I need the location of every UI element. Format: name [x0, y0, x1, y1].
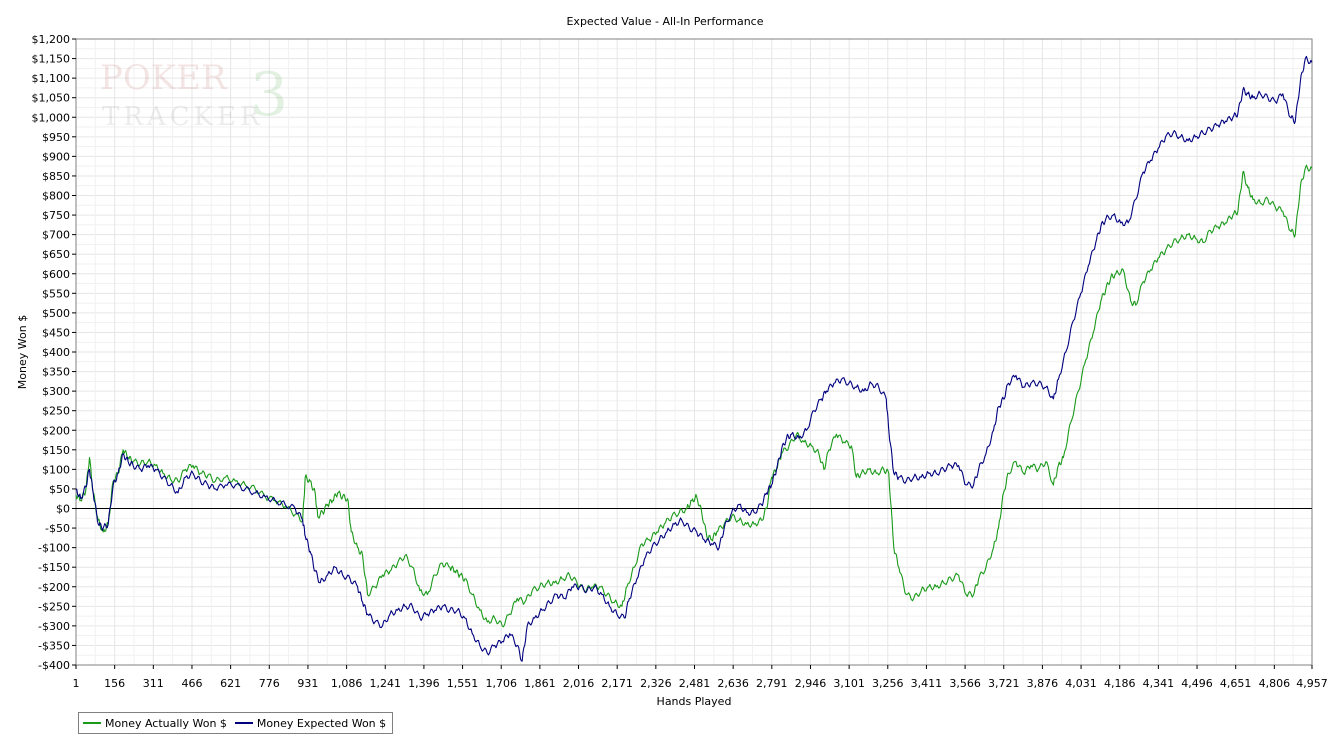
x-tick-label: 2,481	[679, 677, 711, 690]
y-tick-label: -$400	[38, 659, 70, 672]
y-tick-label: -$250	[38, 600, 70, 613]
y-tick-label: $1,150	[32, 53, 71, 66]
y-tick-label: $1,000	[32, 111, 71, 124]
x-tick-label: 4,031	[1065, 677, 1097, 690]
x-tick-label: 4,806	[1259, 677, 1291, 690]
y-tick-label: $600	[42, 268, 70, 281]
legend-item-expected: Money Expected Won $	[234, 716, 387, 730]
y-tick-label: $1,200	[32, 33, 71, 46]
x-tick-label: 4,651	[1220, 677, 1252, 690]
x-tick-label: 1	[73, 677, 80, 690]
y-tick-label: $550	[42, 287, 70, 300]
logo-mark: 3	[250, 60, 288, 130]
x-tick-label: 1,396	[408, 677, 440, 690]
x-tick-label: 1,861	[524, 677, 556, 690]
y-tick-label: $200	[42, 424, 70, 437]
x-tick-label: 2,636	[717, 677, 749, 690]
x-tick-label: 3,876	[1027, 677, 1059, 690]
series-line-actual	[75, 164, 1313, 628]
chart-title: Expected Value - All-In Performance	[566, 15, 763, 28]
x-tick-label: 1,706	[485, 677, 517, 690]
y-tick-label: $950	[42, 131, 70, 144]
y-tick-label: $500	[42, 307, 70, 320]
x-tick-label: 3,411	[911, 677, 943, 690]
y-tick-label: $750	[42, 209, 70, 222]
y-tick-label: $50	[49, 483, 70, 496]
y-tick-label: -$350	[38, 639, 70, 652]
x-tick-label: 4,496	[1181, 677, 1213, 690]
x-tick-label: 4,186	[1104, 677, 1136, 690]
legend-swatch-expected	[234, 722, 253, 724]
x-tick-label: 3,566	[949, 677, 981, 690]
y-tick-label: $1,050	[32, 92, 71, 105]
y-tick-label: -$300	[38, 620, 70, 633]
x-tick-label: 4,957	[1296, 677, 1328, 690]
legend: Money Actually Won $ Money Expected Won …	[78, 712, 394, 734]
x-tick-label: 3,256	[872, 677, 904, 690]
y-tick-label: -$100	[38, 542, 70, 555]
x-tick-label: 1,551	[447, 677, 479, 690]
logo-line-1: POKER	[100, 58, 228, 98]
y-tick-label: -$200	[38, 581, 70, 594]
y-tick-label: $850	[42, 170, 70, 183]
x-tick-label: 2,326	[640, 677, 672, 690]
y-axis-title: Money Won $	[16, 315, 29, 389]
y-tick-label: $650	[42, 248, 70, 261]
x-tick-label: 4,341	[1143, 677, 1175, 690]
y-tick-label: $700	[42, 229, 70, 242]
legend-item-actual: Money Actually Won $	[83, 717, 227, 730]
y-tick-label: $1,100	[32, 72, 71, 85]
y-tick-label: $100	[42, 463, 70, 476]
y-axis: -$400 -$350 -$300 -$250 -$200 -$150 -$100 -$50 $…	[32, 33, 76, 672]
y-tick-label: $900	[42, 150, 70, 163]
x-tick-label: 466	[181, 677, 202, 690]
x-tick-label: 3,101	[833, 677, 865, 690]
x-tick-label: 3,721	[988, 677, 1020, 690]
y-tick-label: $800	[42, 190, 70, 203]
y-tick-label: $400	[42, 346, 70, 359]
x-tick-label: 311	[143, 677, 164, 690]
x-tick-label: 2,171	[601, 677, 633, 690]
series-group	[75, 55, 1313, 662]
y-tick-label: -$150	[38, 561, 70, 574]
legend-swatch-actual	[83, 722, 101, 724]
x-axis: 1 156 311 466 621 776 931 1,086 1,241 1,396 1,551 1…	[73, 665, 1328, 690]
legend-label-expected: Money Expected Won $	[256, 716, 387, 730]
series-line-expected	[75, 55, 1313, 662]
x-tick-label: 2,946	[795, 677, 827, 690]
y-tick-label: -$50	[45, 522, 70, 535]
x-axis-title: Hands Played	[657, 695, 732, 708]
x-tick-label: 621	[220, 677, 241, 690]
legend-label-actual: Money Actually Won $	[105, 716, 227, 730]
grid	[75, 38, 1313, 666]
y-tick-label: $350	[42, 366, 70, 379]
poker-tracker-logo: POKER TRACKER 3	[100, 58, 288, 130]
y-tick-label: $450	[42, 326, 70, 339]
x-tick-label: 776	[259, 677, 280, 690]
x-tick-label: 2,791	[756, 677, 788, 690]
logo-line-2: TRACKER	[102, 102, 264, 130]
x-tick-label: 1,241	[369, 677, 401, 690]
y-tick-label: $300	[42, 385, 70, 398]
y-tick-label: $0	[56, 503, 70, 516]
x-tick-label: 931	[297, 677, 318, 690]
x-tick-label: 1,086	[331, 677, 363, 690]
x-tick-label: 2,016	[563, 677, 595, 690]
x-tick-label: 156	[104, 677, 125, 690]
y-tick-label: $150	[42, 444, 70, 457]
y-tick-label: $250	[42, 405, 70, 418]
